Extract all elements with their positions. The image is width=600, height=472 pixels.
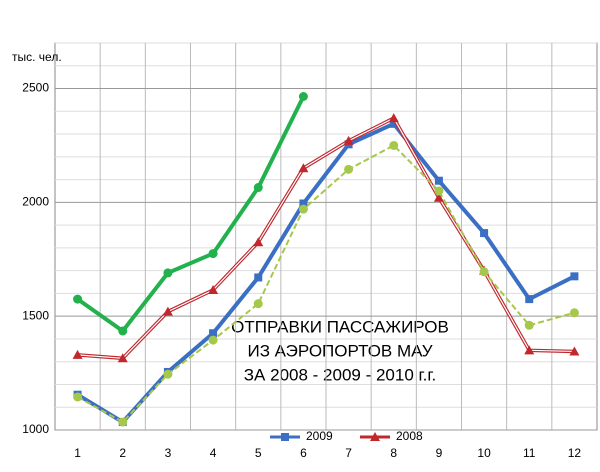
series-marker	[253, 237, 264, 247]
x-tick-label: 8	[390, 446, 397, 460]
x-tick-label: 9	[436, 446, 443, 460]
series-marker	[208, 249, 218, 259]
series-marker	[298, 91, 308, 101]
x-tick-label: 5	[255, 446, 262, 460]
series-marker	[118, 326, 128, 336]
series-marker	[298, 163, 309, 173]
x-tick-label: 10	[477, 446, 491, 460]
y-tick-label: 1500	[22, 308, 49, 322]
series-marker	[118, 417, 128, 427]
y-tick-label: 2000	[22, 195, 49, 209]
series-marker	[162, 306, 173, 316]
y-tick-label: 1000	[22, 422, 49, 436]
series-marker	[117, 353, 128, 363]
series-marker	[253, 299, 263, 309]
series-line	[76, 121, 576, 425]
series-marker	[524, 345, 535, 355]
series-marker	[253, 183, 263, 193]
series-marker	[524, 320, 534, 330]
x-tick-label: 1	[74, 446, 81, 460]
series-marker	[299, 199, 308, 208]
x-tick-label: 4	[210, 446, 217, 460]
series-marker	[298, 204, 308, 214]
series-marker	[569, 346, 580, 356]
series-marker	[209, 329, 218, 338]
series-marker	[208, 284, 219, 294]
series-marker	[344, 164, 354, 174]
series-marker	[254, 273, 263, 282]
series-marker	[388, 113, 399, 123]
x-tick-label: 12	[568, 446, 582, 460]
series-line	[77, 144, 575, 424]
y-axis-label: тыс. чел.	[12, 50, 62, 64]
series-marker	[434, 176, 443, 185]
annotation: ЗА 2008 - 2009 - 2010 г.г.	[244, 365, 436, 384]
series-marker	[480, 229, 489, 238]
annotation: ОТПРАВКИ ПАССАЖИРОВ	[231, 317, 449, 336]
x-tick-label: 6	[300, 446, 307, 460]
series-marker	[208, 335, 218, 345]
legend-label: 2009	[306, 429, 333, 443]
series-marker	[73, 392, 83, 402]
series-line-inner	[77, 117, 575, 359]
series-marker	[570, 272, 579, 281]
series-marker	[389, 119, 398, 128]
series-marker	[525, 295, 534, 304]
series-marker	[343, 135, 354, 145]
annotation: ИЗ АЭРОПОРТОВ МАУ	[247, 341, 432, 360]
legend-marker	[370, 432, 380, 441]
series-marker	[479, 267, 489, 277]
legend-marker	[281, 433, 289, 441]
series-marker	[73, 294, 83, 304]
legend-label: 2008	[396, 429, 423, 443]
x-tick-label: 3	[165, 446, 172, 460]
series-marker	[434, 186, 444, 196]
x-tick-label: 2	[119, 446, 126, 460]
series-line	[76, 95, 306, 334]
series-marker	[72, 349, 83, 359]
x-tick-label: 7	[345, 446, 352, 460]
y-tick-label: 2500	[22, 81, 49, 95]
series-marker	[163, 369, 173, 379]
x-tick-label: 11	[523, 446, 536, 460]
series-marker	[389, 140, 399, 150]
series-marker	[569, 308, 579, 318]
series-marker	[433, 192, 444, 202]
series-marker	[163, 268, 173, 278]
